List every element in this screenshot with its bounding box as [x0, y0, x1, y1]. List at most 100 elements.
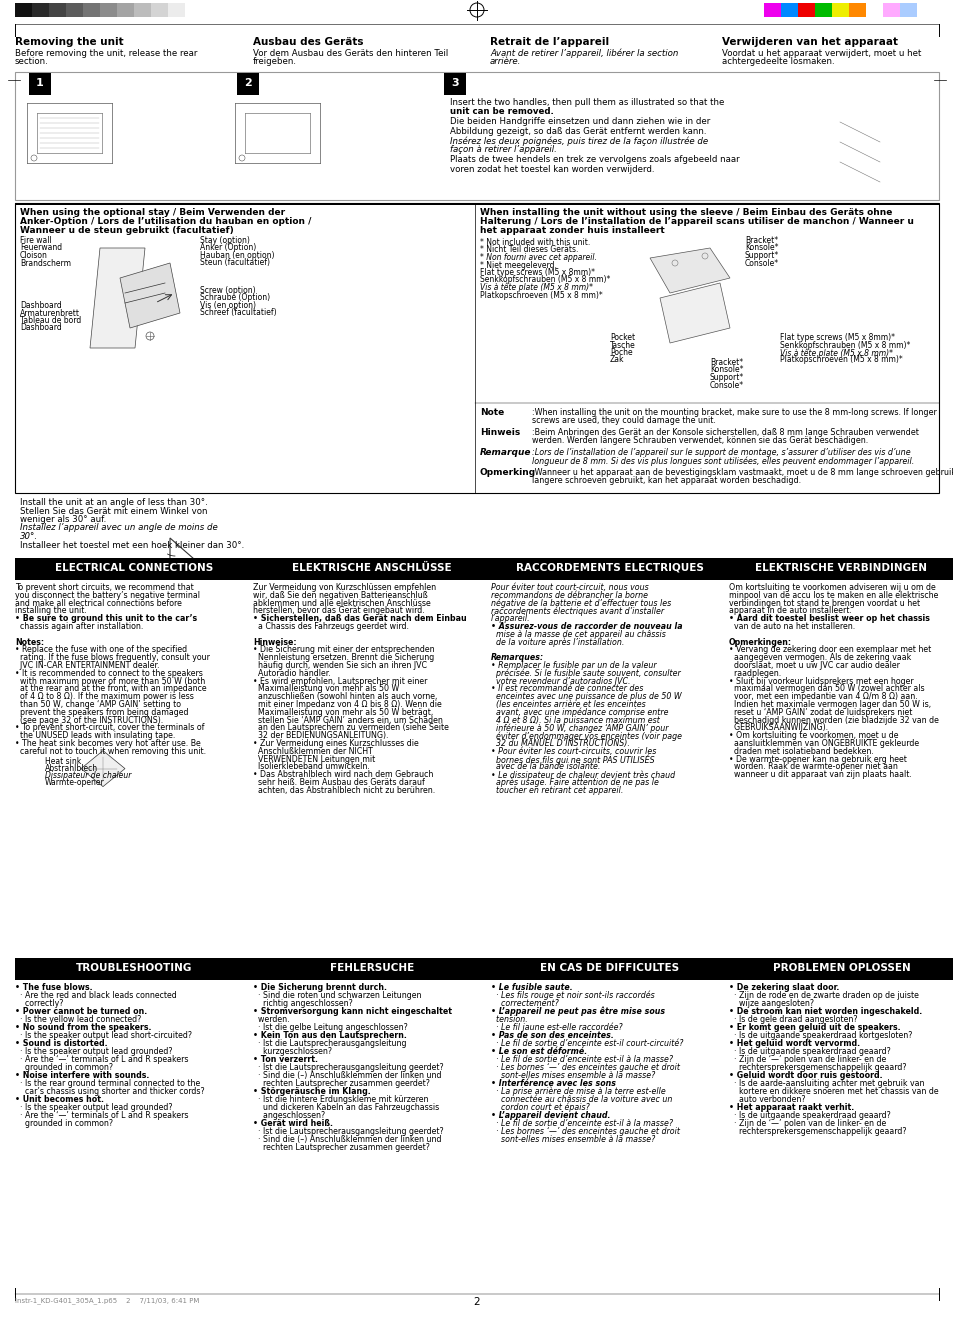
Text: chassis again after installation.: chassis again after installation. — [15, 622, 143, 632]
Text: • Zur Vermeidung eines Kurzschlusses die: • Zur Vermeidung eines Kurzschlusses die — [253, 739, 418, 748]
Text: longueur de 8 mm. Si des vis plus longues sont utilisées, elles peuvent endommag: longueur de 8 mm. Si des vis plus longue… — [532, 455, 913, 466]
Text: • Aard dit toestel beslist weer op het chassis: • Aard dit toestel beslist weer op het c… — [728, 614, 929, 624]
Text: Hinweis: Hinweis — [479, 428, 519, 437]
Text: voor, met een impedantie van 4 Ω/m 8 Ω) aan.: voor, met een impedantie van 4 Ω/m 8 Ω) … — [728, 692, 917, 702]
Text: Flat type screws (M5 x 8mm)*: Flat type screws (M5 x 8mm)* — [479, 267, 595, 277]
Text: · Ist die gelbe Leitung angeschlossen?: · Ist die gelbe Leitung angeschlossen? — [253, 1023, 407, 1031]
Text: l’appareil.: l’appareil. — [491, 614, 530, 624]
Text: Before removing the unit, release the rear: Before removing the unit, release the re… — [15, 49, 197, 58]
Text: raccordements électriques avant d’installer: raccordements électriques avant d’instal… — [491, 606, 663, 616]
Text: und dickeren Kabeln an das Fahrzeugchassis: und dickeren Kabeln an das Fahrzeugchass… — [253, 1103, 438, 1112]
Text: 2: 2 — [244, 78, 252, 87]
Text: an den Lautsprechern zu vermeiden (siehe Seite: an den Lautsprechern zu vermeiden (siehe… — [253, 723, 449, 732]
Text: maximaal vermogen dan 50 W (zowel achter als: maximaal vermogen dan 50 W (zowel achter… — [728, 685, 923, 694]
Text: Insert the two handles, then pull them as illustrated so that the: Insert the two handles, then pull them a… — [450, 98, 723, 107]
Text: Remarque: Remarque — [479, 448, 531, 457]
Text: * Niet meegeleverd.: * Niet meegeleverd. — [479, 261, 557, 270]
Text: Poche: Poche — [609, 348, 632, 357]
Bar — [882, 3, 899, 17]
Text: van de auto na het installeren.: van de auto na het installeren. — [728, 622, 854, 632]
Text: Feuerwand: Feuerwand — [20, 244, 62, 253]
Text: · Are the ‘—’ terminals of L and R speakers: · Are the ‘—’ terminals of L and R speak… — [15, 1055, 189, 1064]
Text: · Ist die Lautsprecherausgangsleitung: · Ist die Lautsprecherausgangsleitung — [253, 1039, 406, 1049]
Text: Anschlußklemmen der NICHT: Anschlußklemmen der NICHT — [253, 747, 373, 756]
Text: • Pas de son des enceintes.: • Pas de son des enceintes. — [491, 1031, 613, 1039]
Text: • Om kortsluiting te voorkomen, moet u de: • Om kortsluiting te voorkomen, moet u d… — [728, 731, 898, 740]
Text: • Sound is distorted.: • Sound is distorted. — [15, 1039, 108, 1049]
Text: Konsole*: Konsole* — [709, 365, 742, 375]
Text: of 4 Ω to 8 Ω). If the maximum power is less: of 4 Ω to 8 Ω). If the maximum power is … — [15, 692, 193, 702]
Text: than 50 W, change ‘AMP GAIN’ setting to: than 50 W, change ‘AMP GAIN’ setting to — [15, 700, 181, 708]
Text: herstellen, bevor das Gerät eingebaut wird.: herstellen, bevor das Gerät eingebaut wi… — [253, 606, 424, 616]
Text: · Le fil de sortie d’enceinte est-il à la masse?: · Le fil de sortie d’enceinte est-il à l… — [491, 1055, 672, 1064]
Text: section.: section. — [15, 57, 49, 66]
Polygon shape — [81, 751, 125, 786]
Text: grounded in common?: grounded in common? — [15, 1063, 112, 1072]
Text: • Gerät wird heiß.: • Gerät wird heiß. — [253, 1119, 333, 1128]
Text: Steun (facultatief): Steun (facultatief) — [200, 258, 270, 267]
Text: • Das Abstrahlblech wird nach dem Gebrauch: • Das Abstrahlblech wird nach dem Gebrau… — [253, 771, 433, 780]
Text: voren zodat het toestel kan worden verwijderd.: voren zodat het toestel kan worden verwi… — [450, 164, 654, 173]
Text: 32 der BEDIENUNGSANLEITUNG).: 32 der BEDIENUNGSANLEITUNG). — [253, 731, 388, 740]
Bar — [763, 3, 781, 17]
Text: Installez l’appareil avec un angle de moins de: Installez l’appareil avec un angle de mo… — [20, 523, 217, 532]
Text: Opmerking: Opmerking — [479, 467, 536, 477]
Text: avant, avec une impédance comprise entre: avant, avec une impédance comprise entre — [491, 708, 668, 718]
Text: · Ist die Lautsprecherausgangsleitung geerdet?: · Ist die Lautsprecherausgangsleitung ge… — [253, 1127, 443, 1136]
Text: Halterung / Lors de l’installation de l’appareil scans utiliser de manchon / Wan: Halterung / Lors de l’installation de l’… — [479, 217, 913, 226]
Bar — [916, 3, 933, 17]
Text: 2: 2 — [474, 1298, 479, 1307]
Text: angeschlossen?: angeschlossen? — [253, 1111, 325, 1120]
Text: rechtersprekersgemenschappelijk geaard?: rechtersprekersgemenschappelijk geaard? — [728, 1063, 905, 1072]
Text: Platkopschroeven (M5 x 8 mm)*: Platkopschroeven (M5 x 8 mm)* — [479, 290, 602, 299]
Text: Dashboard: Dashboard — [20, 323, 62, 332]
Text: cordon court et épais?: cordon court et épais? — [491, 1103, 589, 1112]
Text: Senkkopfschrauben (M5 x 8 mm)*: Senkkopfschrauben (M5 x 8 mm)* — [479, 275, 610, 285]
Bar — [491, 557, 728, 580]
Text: · Sind die (–) Anschlußklemmen der linken und: · Sind die (–) Anschlußklemmen der linke… — [253, 1071, 441, 1080]
Text: Avant de retirer l’appareil, libérer la section: Avant de retirer l’appareil, libérer la … — [490, 49, 678, 58]
Text: achtergedeelte losmaken.: achtergedeelte losmaken. — [721, 57, 834, 66]
Text: you disconnect the battery’s negative terminal: you disconnect the battery’s negative te… — [15, 591, 200, 600]
Text: grounded in common?: grounded in common? — [15, 1119, 112, 1128]
Text: correctly?: correctly? — [15, 1000, 63, 1008]
Text: • Die Sicherung mit einer der entsprechenden: • Die Sicherung mit einer der entspreche… — [253, 645, 435, 654]
Text: Senkkopfschrauben (M5 x 8 mm)*: Senkkopfschrauben (M5 x 8 mm)* — [780, 340, 909, 350]
Text: Remarques:: Remarques: — [491, 653, 543, 662]
Bar — [29, 73, 51, 95]
Text: • It is recommended to connect to the speakers: • It is recommended to connect to the sp… — [15, 669, 203, 678]
Text: après usage. Faire attention de ne pas le: après usage. Faire attention de ne pas l… — [491, 779, 659, 788]
Text: • Es wird empfohlen, Lautsprecher mit einer: • Es wird empfohlen, Lautsprecher mit ei… — [253, 677, 427, 686]
Text: apparaat in de auto installeert.: apparaat in de auto installeert. — [728, 606, 851, 616]
Text: :When installing the unit on the mounting bracket, make sure to use the 8 mm-lon: :When installing the unit on the mountin… — [532, 408, 936, 417]
Text: Installeer het toestel met een hoek kleiner dan 30°.: Installeer het toestel met een hoek klei… — [20, 540, 244, 549]
Text: · Le fil jaune est-elle raccordée?: · Le fil jaune est-elle raccordée? — [491, 1023, 622, 1033]
Text: * Not included with this unit.: * Not included with this unit. — [479, 238, 590, 248]
Text: toucher en retirant cet appareil.: toucher en retirant cet appareil. — [491, 786, 622, 794]
Text: Brandscherm: Brandscherm — [20, 258, 71, 267]
Text: :Wanneer u het apparaat aan de bevestigingsklam vastmaakt, moet u de 8 mm lange : :Wanneer u het apparaat aan de bevestigi… — [532, 467, 953, 477]
Text: car’s chassis using shorter and thicker cords?: car’s chassis using shorter and thicker … — [15, 1087, 204, 1096]
Text: Voordat u het apparaat verwijdert, moet u het: Voordat u het apparaat verwijdert, moet … — [721, 49, 921, 58]
Text: sont-elles mises ensemble à la masse?: sont-elles mises ensemble à la masse? — [491, 1071, 655, 1080]
Text: Zak: Zak — [609, 356, 624, 364]
Text: · Is the rear ground terminal connected to the: · Is the rear ground terminal connected … — [15, 1079, 200, 1088]
Bar — [15, 203, 938, 493]
Text: Vis à tête plate (M5 x 8 mm)*: Vis à tête plate (M5 x 8 mm)* — [479, 283, 593, 293]
Bar — [100, 3, 117, 17]
Text: Console*: Console* — [744, 258, 779, 267]
Text: Anker-Option / Lors de l’utilisation du hauban en option /: Anker-Option / Lors de l’utilisation du … — [20, 217, 311, 226]
Text: richtig angeschlossen?: richtig angeschlossen? — [253, 1000, 353, 1008]
Text: Stellen Sie das Gerät mit einem Winkel von: Stellen Sie das Gerät mit einem Winkel v… — [20, 507, 208, 515]
Text: rating. If the fuse blows frequently, consult your: rating. If the fuse blows frequently, co… — [15, 653, 210, 662]
Text: RACCORDEMENTS ELECTRIQUES: RACCORDEMENTS ELECTRIQUES — [516, 563, 703, 573]
Text: Instr-1_KD-G401_305A_1.p65    2    7/11/03, 6:41 PM: Instr-1_KD-G401_305A_1.p65 2 7/11/03, 6:… — [15, 1298, 199, 1304]
Text: • The heat sink becomes very hot after use. Be: • The heat sink becomes very hot after u… — [15, 739, 200, 748]
Text: installing the unit.: installing the unit. — [15, 606, 87, 616]
Text: • Le son est déformé.: • Le son est déformé. — [491, 1047, 587, 1057]
Text: Pour éviter tout court-circuit, nous vous: Pour éviter tout court-circuit, nous vou… — [491, 583, 648, 592]
Bar — [797, 3, 814, 17]
Text: • Pour éviter les court-circuits, couvrir les: • Pour éviter les court-circuits, couvri… — [491, 747, 656, 756]
Text: · Is de gele draad aangesloten?: · Is de gele draad aangesloten? — [728, 1016, 857, 1023]
Bar — [728, 959, 953, 980]
